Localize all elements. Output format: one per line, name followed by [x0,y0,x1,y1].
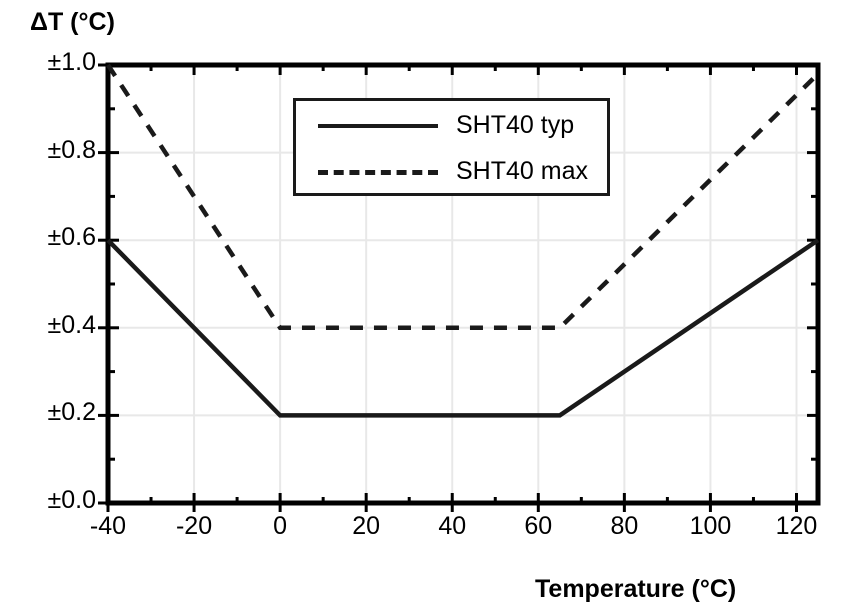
data-series-layer [106,63,820,418]
chart-legend: SHT40 typ SHT40 max [293,98,610,196]
y-tick-label: ±0.8 [47,135,96,164]
legend-entry-max: SHT40 max [296,147,607,196]
x-tick-label: -40 [89,512,127,540]
y-tick-label: ±0.2 [47,398,96,427]
series-line-2 [106,63,816,331]
legend-label-max: SHT40 max [456,157,588,185]
y-axis-title: ΔT (°C) [30,8,115,36]
x-axis-title: Temperature (°C) [535,575,737,603]
y-tick-label: ±0.0 [47,486,96,514]
legend-solid-line-icon [318,116,438,136]
legend-label-typ: SHT40 typ [456,111,575,139]
y-tick-label: ±1.0 [47,48,96,76]
y-tick-label: ±0.6 [47,223,96,252]
x-tick-label: 100 [689,512,732,540]
y-tick-label: ±0.4 [47,310,96,339]
x-tick-label: 120 [775,512,818,540]
x-tick-label: 40 [438,512,467,540]
legend-dashed-line-icon [318,162,438,182]
axis-frame [105,62,821,506]
x-tick-label: -20 [175,512,213,540]
x-tick-label: 60 [524,512,553,540]
x-tick-label: 0 [273,512,288,540]
x-tick-label: 80 [610,512,639,540]
x-tick-label: 20 [352,512,381,540]
series-line-1 [106,238,820,418]
legend-entry-typ: SHT40 typ [296,101,607,150]
